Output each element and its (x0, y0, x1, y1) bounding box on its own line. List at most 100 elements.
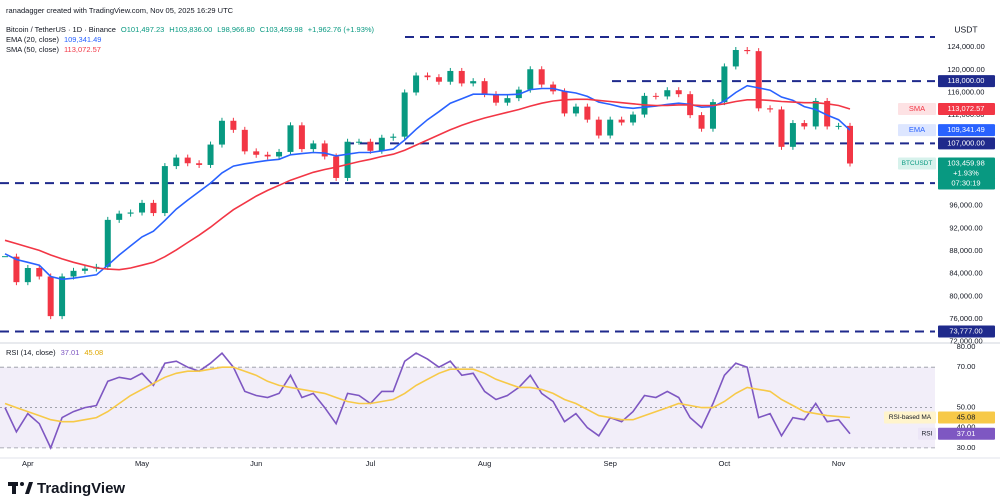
level-badge (938, 325, 995, 338)
candle (481, 81, 488, 95)
level-label: 73,777.00 (949, 327, 982, 336)
ohlc-value: C103,459.98 (260, 25, 303, 34)
candle (276, 151, 283, 157)
candle (218, 120, 225, 145)
candle (675, 90, 682, 95)
candle (709, 102, 716, 129)
legend-value: 109,341.49 (64, 35, 102, 44)
candle (367, 141, 374, 151)
x-tick-label: Nov (832, 459, 846, 468)
rsi-badge-name: RSI (922, 430, 933, 437)
candle (287, 125, 294, 152)
x-tick-label: Jun (250, 459, 262, 468)
ohlc-value: H103,836.00 (169, 25, 212, 34)
candle (253, 151, 260, 155)
x-tick-label: Jul (366, 459, 376, 468)
candle (458, 70, 465, 84)
candle (721, 66, 728, 103)
y-tick-label: 116,000.00 (948, 87, 985, 96)
rsi-badge-name: RSI-based MA (889, 414, 932, 421)
candle (36, 267, 43, 277)
candle (732, 50, 739, 67)
candle (59, 276, 66, 317)
rsi-badge-value: 37.01 (957, 429, 976, 438)
candle (470, 81, 477, 84)
candle (652, 95, 659, 97)
candle (744, 50, 751, 52)
badge-name-box (898, 103, 936, 116)
candle (241, 129, 248, 152)
badge-value-box (938, 124, 995, 137)
candle (116, 213, 123, 220)
candle (435, 77, 442, 82)
rsi-tick-label: 50.00 (957, 403, 976, 412)
candle (47, 276, 54, 317)
candle (801, 123, 808, 127)
candle (835, 125, 842, 127)
badge-value: 109,341.49 (947, 125, 985, 134)
candle (447, 70, 454, 82)
rsi-badge-box (938, 411, 995, 424)
candle (847, 125, 853, 164)
rsi-tick-label: 80.00 (957, 342, 976, 351)
price-tag-name-box (898, 157, 936, 170)
rsi-badge-name-box (884, 411, 936, 424)
attribution: ranadagger created with TradingView.com,… (6, 6, 234, 15)
candle (630, 114, 637, 123)
legend-value: 113,072.57 (64, 45, 101, 54)
rsi-legend-value: 45.08 (84, 348, 103, 357)
legend-name: EMA (20, close) (6, 35, 59, 44)
candle (184, 157, 191, 164)
level-badge (938, 137, 995, 150)
candle (150, 202, 157, 214)
level-label: 118,000.00 (948, 76, 985, 85)
candle (344, 141, 351, 178)
candle (139, 202, 146, 213)
y-tick-label: 92,000.00 (949, 223, 982, 232)
candle (127, 212, 134, 214)
candle (24, 267, 31, 283)
price-tag-change: +1.93% (953, 168, 979, 177)
ohlc-value: +1,962.76 (+1.93%) (308, 25, 375, 34)
candle (196, 163, 203, 165)
footer-logo-text: TradingView (37, 480, 125, 497)
candle (173, 157, 180, 167)
candle (698, 115, 705, 129)
candle (504, 98, 511, 103)
candle (298, 125, 305, 150)
candle (413, 75, 420, 93)
candle (355, 141, 362, 143)
candle (81, 268, 88, 271)
candle (2, 256, 8, 258)
badge-name: EMA (909, 125, 925, 134)
rsi-tick-label: 70.00 (957, 362, 976, 371)
candle (664, 90, 671, 97)
candle (401, 92, 408, 137)
candle (104, 219, 111, 267)
price-tag-countdown: 07:30:19 (951, 178, 980, 187)
ohlc-value: O101,497.23 (121, 25, 164, 34)
y-tick-label: 72,000.00 (949, 337, 982, 346)
candle (230, 120, 237, 130)
candle (778, 109, 785, 147)
legend-name: SMA (50, close) (6, 45, 59, 54)
candle (264, 154, 271, 157)
y-tick-label: 96,000.00 (949, 201, 982, 210)
rsi-tick-label: 40.00 (957, 423, 976, 432)
candle (321, 143, 328, 157)
indicator-line (4, 366, 851, 423)
candle (595, 119, 602, 136)
candle (789, 123, 796, 147)
y-tick-label: 88,000.00 (949, 246, 982, 255)
rsi-badge-name-box (918, 427, 936, 440)
x-tick-label: Sep (604, 459, 617, 468)
candle (584, 106, 591, 120)
price-tag-box (938, 157, 995, 190)
rsi-badge-value: 45.08 (957, 412, 976, 421)
x-tick-label: Apr (22, 459, 34, 468)
y-tick-label: 76,000.00 (949, 314, 982, 323)
tv-logo: TradingView (8, 480, 125, 497)
candle (538, 69, 545, 85)
rsi-legend-value: 37.01 (61, 348, 80, 357)
